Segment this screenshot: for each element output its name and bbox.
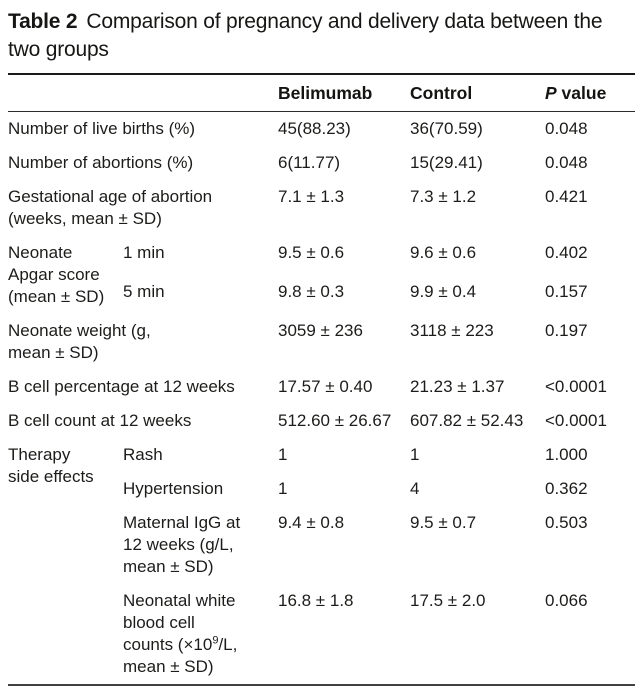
cell-value: 15(29.41) <box>410 152 483 172</box>
sub-label-rash: Rash <box>123 444 163 464</box>
cell-value: 1 <box>278 478 288 498</box>
cell-p-value: 0.402 <box>545 242 588 262</box>
header-row: Belimumab Control P value <box>8 73 635 112</box>
neonatal-wbc-text-end: /L, mean ± SD) <box>123 634 238 676</box>
row-label-live-births: Number of live births (%) <box>8 118 196 138</box>
table-row: Maternal IgG at 12 weeks (g/L, mean ± SD… <box>8 506 635 584</box>
cell-value: 9.9 ± 0.4 <box>410 281 477 301</box>
group-label-therapy: Therapy side effects <box>8 444 94 486</box>
cell-p-value: 0.048 <box>545 118 588 138</box>
cell-p-value: 0.066 <box>545 590 588 610</box>
header-control: Control <box>410 73 545 112</box>
cell-value: 6(11.77) <box>278 152 341 172</box>
sub-label-hypertension: Hypertension <box>123 478 224 498</box>
data-table: Belimumab Control P value Number of live… <box>8 72 635 686</box>
cell-p-value: <0.0001 <box>545 376 607 396</box>
table-caption: Comparison of pregnancy and delivery dat… <box>8 10 603 61</box>
cell-p-value: <0.0001 <box>545 410 607 430</box>
cell-p-value: 1.000 <box>545 444 588 464</box>
header-empty <box>8 73 278 112</box>
sub-label-neonatal-wbc: Neonatal white blood cell counts (×109/L… <box>123 584 278 685</box>
header-p-rest: value <box>556 82 607 103</box>
cell-value: 7.3 ± 1.2 <box>410 186 477 206</box>
cell-value: 512.60 ± 26.67 <box>278 410 392 430</box>
cell-value: 21.23 ± 1.37 <box>410 376 505 396</box>
cell-value: 3118 ± 223 <box>410 320 494 340</box>
table-row: Number of live births (%) 45(88.23) 36(7… <box>8 111 635 146</box>
table-body: Number of live births (%) 45(88.23) 36(7… <box>8 111 635 685</box>
cell-p-value: 0.421 <box>545 186 588 206</box>
table-row: Hypertension 1 4 0.362 <box>8 472 635 506</box>
cell-p-value: 0.048 <box>545 152 588 172</box>
header-p-italic: P <box>545 82 557 103</box>
sub-label-5min: 5 min <box>123 281 165 301</box>
header-belimumab: Belimumab <box>278 73 410 112</box>
row-label-bcell-count: B cell count at 12 weeks <box>8 410 192 430</box>
cell-value: 9.5 ± 0.7 <box>410 512 477 532</box>
cell-p-value: 0.157 <box>545 281 588 301</box>
cell-value: 17.5 ± 2.0 <box>410 590 486 610</box>
table-row: B cell count at 12 weeks 512.60 ± 26.67 … <box>8 404 635 438</box>
group-label-apgar: Neonate Apgar score (mean ± SD) <box>8 242 105 306</box>
cell-value: 4 <box>410 478 420 498</box>
table-row: Neonate Apgar score (mean ± SD) 1 min 9.… <box>8 236 635 306</box>
cell-value: 9.4 ± 0.8 <box>278 512 345 532</box>
sub-label-maternal-igg: Maternal IgG at 12 weeks (g/L, mean ± SD… <box>123 512 241 576</box>
cell-value: 36(70.59) <box>410 118 483 138</box>
table-row: Gestational age of abortion (weeks, mean… <box>8 180 635 236</box>
row-label-gestational-age: Gestational age of abortion (weeks, mean… <box>8 186 213 228</box>
table-row: 5 min 9.8 ± 0.3 9.9 ± 0.4 0.157 <box>8 275 635 314</box>
cell-value: 16.8 ± 1.8 <box>278 590 354 610</box>
table-row: Number of abortions (%) 6(11.77) 15(29.4… <box>8 146 635 180</box>
cell-value: 9.5 ± 0.6 <box>278 242 345 262</box>
table-number-label: Table 2 <box>8 10 78 33</box>
table-row: Neonate weight (g, mean ± SD) 3059 ± 236… <box>8 314 635 370</box>
table-header: Belimumab Control P value <box>8 73 635 112</box>
header-p-value: P value <box>545 73 635 112</box>
neonatal-wbc-superscript: 9 <box>212 634 219 647</box>
table-row: Therapy side effects Rash 1 1 1.000 <box>8 438 635 486</box>
cell-value: 607.82 ± 52.43 <box>410 410 524 430</box>
cell-value: 9.6 ± 0.6 <box>410 242 477 262</box>
cell-p-value: 0.197 <box>545 320 588 340</box>
table-row: Neonatal white blood cell counts (×109/L… <box>8 584 635 685</box>
cell-value: 1 <box>410 444 420 464</box>
cell-value: 3059 ± 236 <box>278 320 363 340</box>
cell-value: 1 <box>278 444 288 464</box>
cell-p-value: 0.362 <box>545 478 588 498</box>
table-row: B cell percentage at 12 weeks 17.57 ± 0.… <box>8 370 635 404</box>
cell-value: 7.1 ± 1.3 <box>278 186 345 206</box>
table-title: Table 2 Comparison of pregnancy and deliv… <box>8 8 635 64</box>
row-label-neonate-weight: Neonate weight (g, mean ± SD) <box>8 320 151 362</box>
cell-p-value: 0.503 <box>545 512 588 532</box>
row-label-abortions: Number of abortions (%) <box>8 152 194 172</box>
cell-value: 17.57 ± 0.40 <box>278 376 373 396</box>
row-label-bcell-percentage: B cell percentage at 12 weeks <box>8 376 235 396</box>
cell-value: 45(88.23) <box>278 118 351 138</box>
cell-value: 9.8 ± 0.3 <box>278 281 345 301</box>
neonatal-wbc-text: Neonatal white blood cell counts (×10 <box>123 590 236 654</box>
sub-label-1min: 1 min <box>123 242 165 262</box>
